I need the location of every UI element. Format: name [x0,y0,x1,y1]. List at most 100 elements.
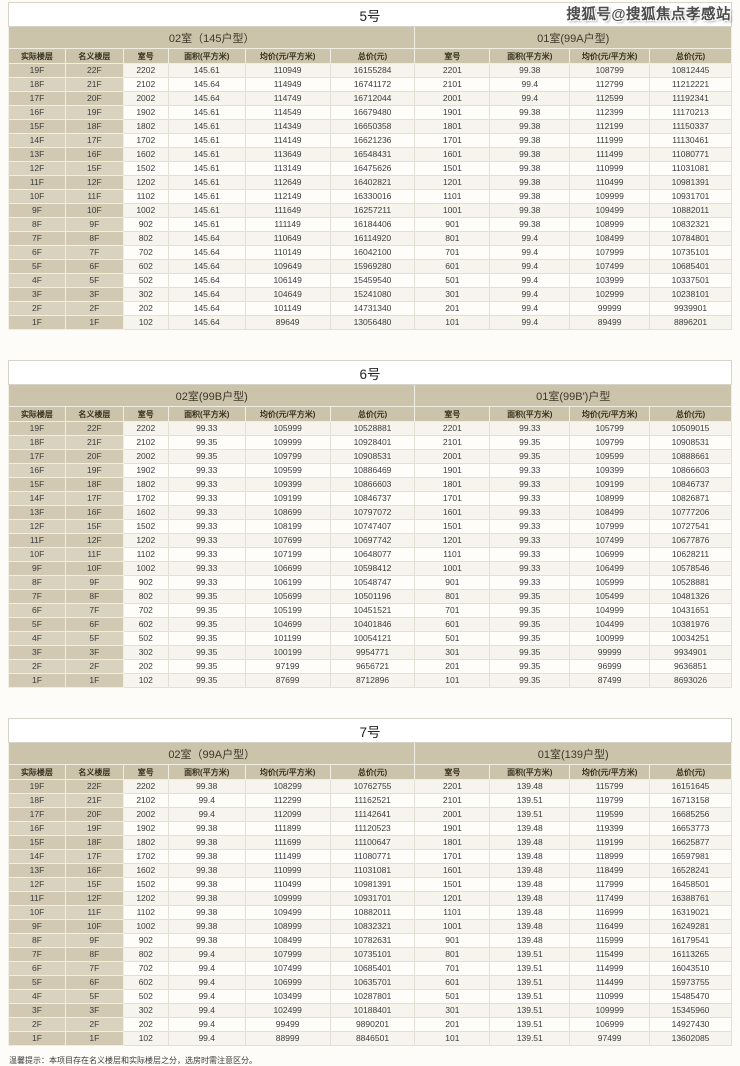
area-cell: 145.64 [167,231,246,246]
actual-floor-cell: 16F [8,821,66,836]
room-no-cell: 702 [122,961,169,976]
actual-floor-cell: 19F [8,63,66,78]
room-no-cell: 1001 [414,919,491,934]
building-title: 7号 [8,718,732,743]
total-price-cell: 11080771 [649,147,732,162]
nominal-floor-cell: 15F [64,161,124,176]
unit-price-cell: 110949 [244,63,331,78]
area-cell: 99.33 [489,421,571,436]
nominal-floor-cell: 16F [64,863,124,878]
room-no-cell: 2101 [414,793,491,808]
total-price-cell: 16179541 [649,933,732,948]
unit-price-cell: 112099 [244,807,331,822]
unit-price-cell: 119799 [569,793,651,808]
column-header-9: 总价(元) [649,48,732,64]
nominal-floor-cell: 22F [64,421,124,436]
area-cell: 99.35 [489,673,571,688]
actual-floor-cell: 6F [8,603,66,618]
unit-price-cell: 105199 [244,603,331,618]
area-cell: 99.4 [489,77,571,92]
room-no-cell: 1802 [122,119,169,134]
area-cell: 99.33 [167,477,246,492]
total-price-cell: 8712896 [329,673,416,688]
room-no-cell: 1902 [122,821,169,836]
unit-price-cell: 105499 [569,589,651,604]
room-no-cell: 101 [414,1031,491,1046]
total-price-cell: 10782631 [329,933,416,948]
area-cell: 145.61 [167,133,246,148]
area-cell: 99.35 [489,631,571,646]
area-cell: 145.61 [167,189,246,204]
area-cell: 139.51 [489,1003,571,1018]
table-row: 8F 9F 902 99.33 106199 10548747 901 99.33 105999… [8,575,732,590]
actual-floor-cell: 12F [8,161,66,176]
unit-price-cell: 103499 [244,989,331,1004]
total-price-cell: 15241080 [329,287,416,302]
area-cell: 99.38 [167,821,246,836]
actual-floor-cell: 8F [8,217,66,232]
total-price-cell: 10846737 [329,491,416,506]
unit-price-cell: 100999 [569,631,651,646]
unit-price-cell: 107999 [244,947,331,962]
area-cell: 99.33 [167,519,246,534]
unit-price-cell: 111649 [244,203,331,218]
area-cell: 99.38 [167,835,246,850]
unit-price-cell: 111499 [569,147,651,162]
unit-price-cell: 99999 [569,645,651,660]
unit-price-cell: 106999 [244,975,331,990]
table-row: 14F 17F 1702 145.61 114149 16621236 1701 99.38 1… [8,133,732,148]
table-row: 6F 7F 702 99.4 107499 10685401 701 139.51 114999… [8,961,732,976]
table-row: 9F 10F 1002 145.61 111649 16257211 1001 99.38 10… [8,203,732,218]
table-row: 5F 6F 602 99.35 104699 10401846 601 99.35 104499… [8,617,732,632]
nominal-floor-cell: 5F [64,989,124,1004]
actual-floor-cell: 15F [8,119,66,134]
room-no-cell: 301 [414,287,491,302]
nominal-floor-cell: 2F [64,301,124,316]
room-no-cell: 702 [122,245,169,260]
actual-floor-cell: 6F [8,961,66,976]
room-no-cell: 302 [122,287,169,302]
area-cell: 99.4 [489,273,571,288]
actual-floor-cell: 14F [8,133,66,148]
unit-price-cell: 105799 [569,421,651,436]
area-cell: 99.33 [489,575,571,590]
room-no-cell: 1101 [414,189,491,204]
total-price-cell: 10685401 [329,961,416,976]
room-no-cell: 1902 [122,463,169,478]
room-no-cell: 1901 [414,463,491,478]
area-cell: 145.61 [167,105,246,120]
room-no-cell: 1602 [122,147,169,162]
nominal-floor-cell: 19F [64,463,124,478]
area-cell: 99.35 [167,617,246,632]
total-price-cell: 10578546 [649,561,732,576]
total-price-cell: 16042100 [329,245,416,260]
total-price-cell: 10832321 [329,919,416,934]
table-row: 16F 19F 1902 99.33 109599 10886469 1901 99.33 10… [8,463,732,478]
total-price-cell: 16650358 [329,119,416,134]
room-no-cell: 501 [414,631,491,646]
table-row: 13F 16F 1602 99.33 108699 10797072 1601 99.33 10… [8,505,732,520]
nominal-floor-cell: 17F [64,491,124,506]
nominal-floor-cell: 7F [64,603,124,618]
table-row: 10F 11F 1102 99.38 109499 10882011 1101 139.48 1… [8,905,732,920]
total-price-cell: 10846737 [649,477,732,492]
area-cell: 99.33 [167,533,246,548]
unit-price-cell: 108999 [244,919,331,934]
unit-price-cell: 114999 [569,961,651,976]
unit-price-cell: 116999 [569,905,651,920]
total-price-cell: 10784801 [649,231,732,246]
total-price-cell: 16113265 [649,947,732,962]
table-row: 15F 18F 1802 145.61 114349 16650358 1801 99.38 1… [8,119,732,134]
nominal-floor-cell: 9F [64,575,124,590]
table-row: 2F 2F 202 99.35 97199 9656721 201 99.35 96999 963… [8,659,732,674]
room-no-cell: 601 [414,617,491,632]
total-price-cell: 8846501 [329,1031,416,1046]
room-no-cell: 901 [414,575,491,590]
total-price-cell: 16653773 [649,821,732,836]
room-no-cell: 602 [122,617,169,632]
room-no-cell: 1802 [122,835,169,850]
table-row: 10F 11F 1102 145.61 112149 16330016 1101 99.38 1… [8,189,732,204]
area-cell: 99.4 [489,231,571,246]
unit-price-cell: 112199 [569,119,651,134]
total-price-cell: 15973755 [649,975,732,990]
